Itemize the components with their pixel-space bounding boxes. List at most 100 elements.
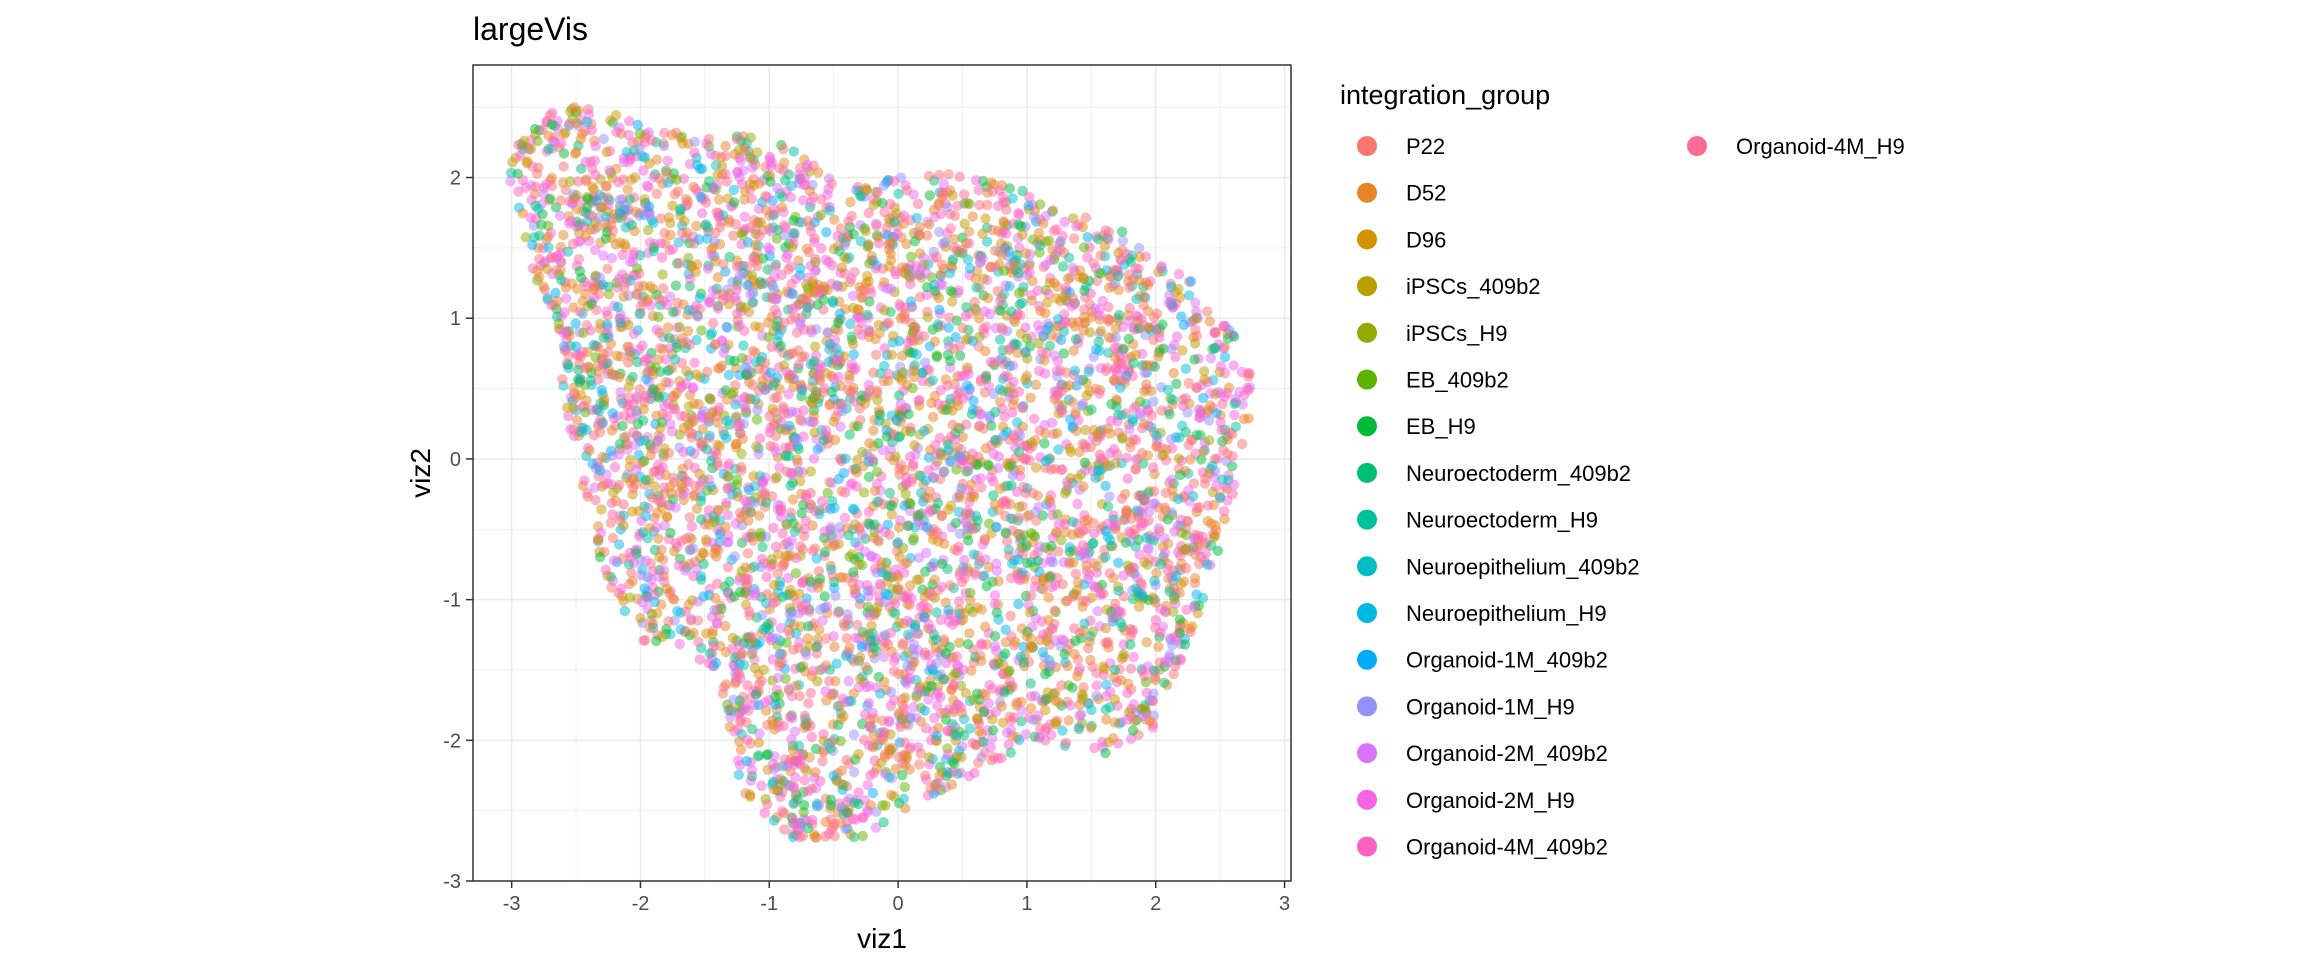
data-point (574, 306, 586, 317)
data-point (885, 789, 897, 801)
data-point (1058, 326, 1070, 337)
data-point (803, 247, 815, 258)
data-point (834, 308, 846, 319)
data-point (866, 620, 877, 632)
data-point (707, 285, 719, 296)
data-point (1085, 722, 1097, 734)
data-point (762, 764, 773, 775)
data-point (824, 676, 835, 687)
data-point (995, 295, 1006, 306)
data-point (567, 238, 579, 250)
data-point (627, 575, 638, 587)
data-point (1204, 435, 1215, 446)
data-point (1001, 426, 1013, 437)
data-point (942, 767, 953, 778)
data-point (862, 601, 874, 613)
data-point (1122, 473, 1133, 484)
data-point (609, 461, 621, 473)
data-point (1074, 710, 1085, 721)
data-point (1154, 327, 1165, 338)
data-point (1141, 637, 1153, 648)
data-point (559, 307, 570, 318)
data-point (742, 548, 754, 559)
data-point (1127, 725, 1139, 736)
data-point (971, 175, 982, 186)
data-point (602, 263, 613, 274)
data-point (701, 138, 712, 149)
data-point (883, 317, 895, 329)
data-point (937, 238, 949, 249)
data-point (582, 491, 593, 502)
data-point (1133, 601, 1145, 612)
data-point (896, 375, 908, 386)
data-point (662, 155, 673, 166)
data-point (1130, 583, 1142, 594)
data-point (1006, 715, 1017, 726)
data-point (921, 289, 932, 300)
data-point (836, 262, 848, 273)
data-point (846, 273, 857, 285)
data-point (890, 763, 901, 775)
data-point (899, 308, 910, 319)
data-point (823, 173, 835, 184)
data-point (667, 244, 679, 255)
data-point (658, 283, 669, 294)
data-point (658, 565, 670, 576)
data-point (530, 181, 541, 192)
data-point (1169, 594, 1180, 605)
data-point (689, 357, 700, 368)
data-point (656, 252, 668, 263)
data-point (857, 812, 868, 823)
data-point (1087, 538, 1098, 550)
data-point (828, 631, 839, 642)
data-point (1209, 342, 1221, 354)
data-point (1064, 542, 1076, 553)
data-point (807, 191, 819, 203)
data-point (1134, 507, 1146, 518)
data-point (968, 523, 979, 535)
data-point (945, 580, 956, 591)
data-point (856, 559, 868, 571)
data-point (851, 481, 863, 492)
data-point (872, 466, 883, 477)
data-point (1100, 480, 1111, 492)
data-point (929, 390, 941, 402)
data-point (827, 736, 838, 747)
data-point (1214, 492, 1226, 504)
data-point (1134, 549, 1145, 560)
data-point (931, 252, 942, 263)
data-point (551, 265, 562, 276)
data-point (1004, 183, 1015, 194)
data-point (998, 197, 1009, 208)
data-point (1077, 691, 1089, 702)
data-point (607, 532, 619, 544)
data-point (812, 444, 823, 455)
data-point (864, 680, 875, 692)
data-point (942, 202, 953, 213)
data-point (677, 338, 688, 349)
data-point (914, 759, 925, 770)
data-point (1111, 367, 1123, 378)
data-point (771, 472, 783, 483)
data-point (1000, 527, 1011, 538)
data-point (649, 481, 660, 492)
data-point (845, 196, 856, 208)
data-point (1073, 415, 1084, 426)
data-point (1160, 606, 1171, 617)
data-point (966, 665, 977, 676)
data-point (899, 500, 910, 511)
data-point (709, 516, 720, 528)
data-point (505, 176, 516, 187)
data-point (702, 366, 713, 377)
data-point (893, 432, 904, 443)
data-point (763, 332, 774, 343)
data-point (665, 229, 676, 241)
data-point (898, 638, 909, 649)
data-point (902, 615, 913, 626)
data-point (1047, 417, 1058, 428)
data-point (988, 448, 999, 459)
data-point (572, 415, 583, 426)
data-point (903, 409, 914, 420)
data-point (1026, 295, 1038, 306)
data-point (772, 182, 783, 194)
